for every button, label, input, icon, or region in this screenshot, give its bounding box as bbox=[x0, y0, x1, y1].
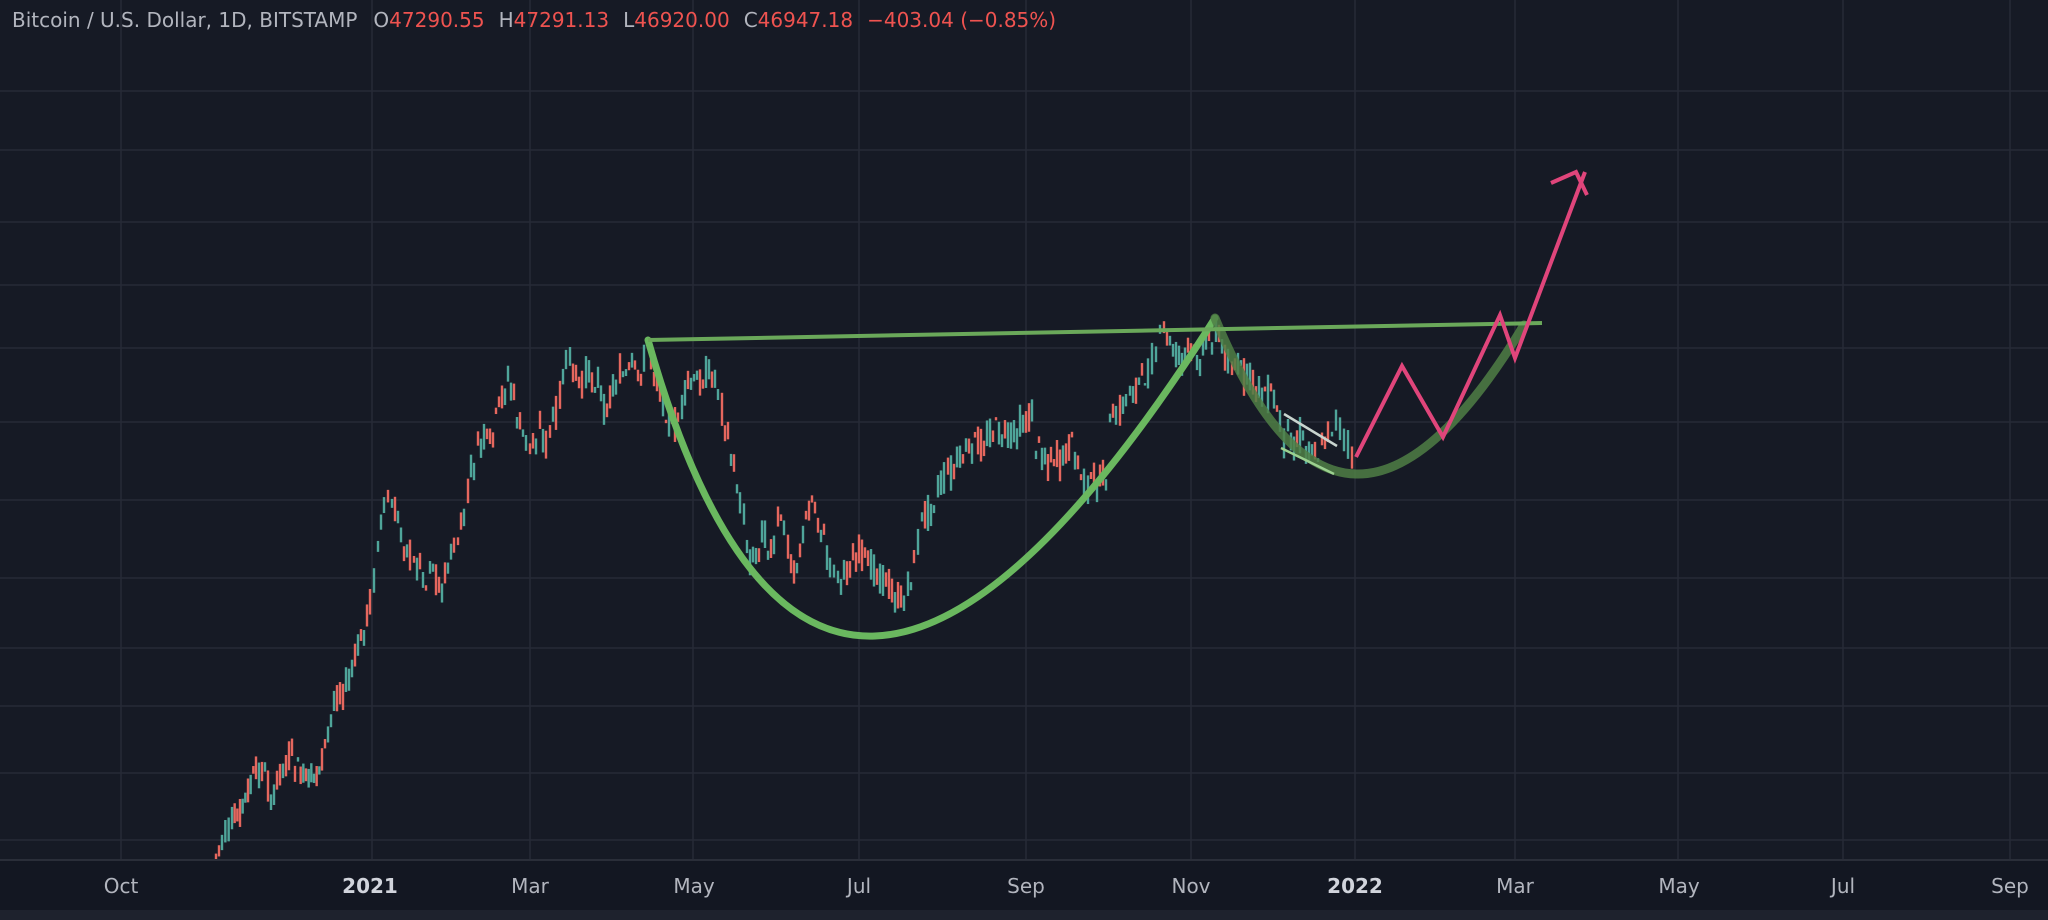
resistance-trendline[interactable] bbox=[647, 321, 1543, 342]
time-tick-sep: Sep bbox=[1007, 874, 1045, 898]
time-tick-mar: Mar bbox=[511, 874, 549, 898]
low-value: 46920.00 bbox=[634, 8, 730, 32]
price-chart-plot[interactable] bbox=[0, 0, 2048, 859]
arrow-up-icon[interactable] bbox=[1550, 169, 1589, 196]
high-value: 47291.13 bbox=[513, 8, 610, 32]
time-tick-jul: Jul bbox=[1830, 874, 1856, 898]
symbol-legend[interactable]: Bitcoin / U.S. Dollar, 1D, BITSTAMP O 47… bbox=[12, 8, 1056, 32]
time-tick-2021: 2021 bbox=[342, 874, 398, 898]
projection-path-drawing[interactable] bbox=[1354, 171, 1587, 458]
chart-drawings[interactable] bbox=[644, 169, 1589, 640]
time-tick-may: May bbox=[673, 874, 715, 898]
open-value: 47290.55 bbox=[389, 8, 485, 32]
bottom-panel-divider[interactable] bbox=[0, 910, 2048, 920]
candlestick-series bbox=[214, 318, 1354, 859]
time-axis[interactable]: Oct 2021 Mar May Jul Sep Nov 2022 Mar May Jul Sep bbox=[0, 859, 2048, 911]
flag-upper-line[interactable] bbox=[1283, 412, 1338, 448]
high-label: H bbox=[498, 8, 514, 32]
low-label: L bbox=[623, 8, 635, 32]
time-tick-nov: Nov bbox=[1171, 874, 1211, 898]
close-value: 46947.18 bbox=[757, 8, 854, 32]
time-tick-sep: Sep bbox=[1991, 874, 2029, 898]
open-label: O bbox=[373, 8, 390, 32]
time-tick-may: May bbox=[1658, 874, 1700, 898]
flag-lower-line[interactable] bbox=[1280, 446, 1335, 476]
time-tick-2022: 2022 bbox=[1327, 874, 1383, 898]
time-tick-mar: Mar bbox=[1496, 874, 1534, 898]
handle-curve-drawing[interactable] bbox=[1210, 313, 1529, 479]
cup-curve-drawing[interactable] bbox=[644, 314, 1219, 640]
time-tick-jul: Jul bbox=[846, 874, 872, 898]
symbol-title[interactable]: Bitcoin / U.S. Dollar, 1D, BITSTAMP bbox=[12, 8, 358, 32]
time-tick-oct: Oct bbox=[103, 874, 139, 898]
change-value: −403.04 (−0.85%) bbox=[867, 8, 1057, 32]
close-label: C bbox=[743, 8, 758, 32]
